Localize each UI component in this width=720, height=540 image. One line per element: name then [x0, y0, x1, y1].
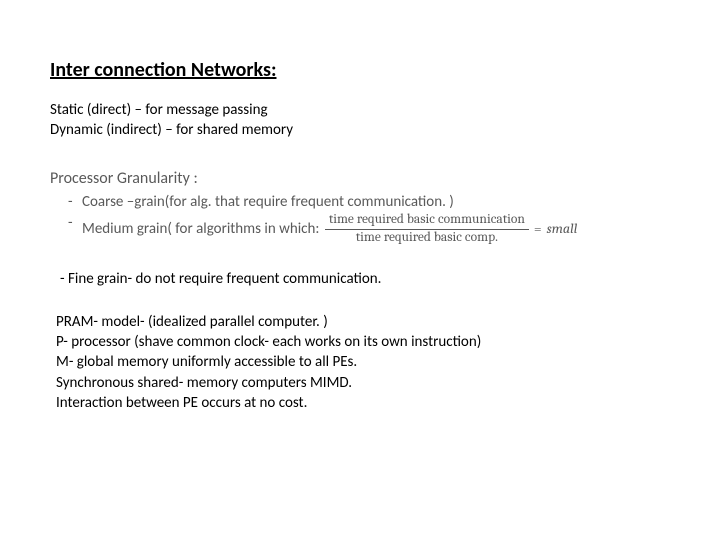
result-small: small	[547, 219, 578, 239]
equals-sign: =	[534, 219, 542, 239]
pram-line-3: M- global memory uniformly accessible to…	[56, 352, 670, 372]
bullet-medium-pre: Medium grain( for algorithms in which:	[82, 220, 319, 238]
fraction-numerator: time required basic communication	[325, 213, 529, 230]
fine-grain-line: - Fine grain- do not require frequent co…	[50, 270, 670, 288]
pram-line-2: P- processor (shave common clock- each w…	[56, 332, 670, 352]
bullet-medium-text: Medium grain( for algorithms in which: t…	[82, 213, 577, 246]
fraction-wrap: time required basic communication time r…	[325, 213, 578, 246]
fraction-denominator: time required basic comp.	[352, 230, 502, 246]
pram-line-5: Interaction between PE occurs at no cost…	[56, 393, 670, 413]
page-title: Inter connection Networks:	[50, 58, 670, 82]
intro-line-2: Dynamic (indirect) – for shared memory	[50, 120, 670, 140]
granularity-heading: Processor Granularity :	[50, 169, 670, 188]
bullet-medium: - Medium grain( for algorithms in which:…	[50, 213, 670, 246]
pram-block: PRAM- model- (idealized parallel compute…	[50, 312, 670, 413]
fraction: time required basic communication time r…	[325, 213, 529, 246]
pram-line-1: PRAM- model- (idealized parallel compute…	[56, 312, 670, 332]
pram-line-4: Synchronous shared- memory computers MIM…	[56, 373, 670, 393]
intro-line-1: Static (direct) – for message passing	[50, 100, 670, 120]
dash-icon: -	[68, 213, 82, 235]
bullet-coarse: - Coarse –grain(for alg. that require fr…	[50, 192, 670, 214]
dash-icon: -	[68, 192, 82, 214]
bullet-coarse-text: Coarse –grain(for alg. that require freq…	[82, 192, 454, 214]
